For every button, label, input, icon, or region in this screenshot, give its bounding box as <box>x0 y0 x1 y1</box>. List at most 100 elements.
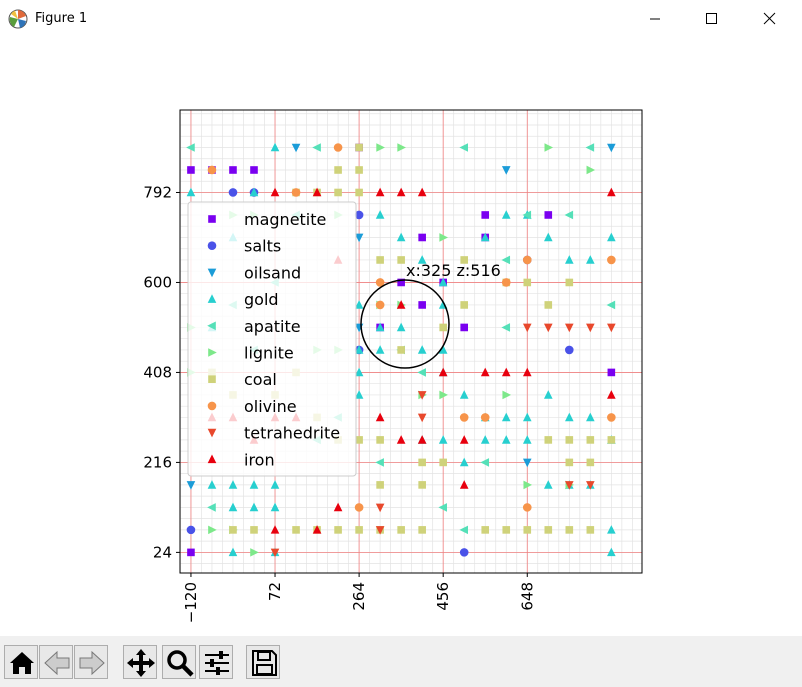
point-oilsand <box>607 143 616 153</box>
point-tetrahedrite <box>586 323 595 333</box>
point-gold <box>228 502 238 512</box>
point-gold <box>354 300 364 309</box>
plot-frame <box>179 109 643 574</box>
point-gold <box>501 210 511 219</box>
point-tetrahedrite <box>586 481 595 490</box>
point-iron <box>459 480 469 489</box>
point-iron <box>417 435 427 444</box>
pan-button[interactable] <box>123 645 157 679</box>
point-apatite <box>585 143 595 152</box>
point-gold <box>565 255 574 264</box>
y-tick-label: 24 <box>153 543 172 561</box>
legend-marker-iron <box>207 454 217 464</box>
home-button[interactable] <box>4 645 38 679</box>
point-gold <box>607 547 616 557</box>
point-gold <box>543 480 553 489</box>
minimize-button[interactable] <box>632 0 678 38</box>
point-gold <box>375 322 385 332</box>
point-coal <box>376 436 384 444</box>
back-button[interactable] <box>39 645 73 679</box>
point-iron <box>438 367 448 377</box>
point-gold <box>522 412 532 422</box>
point-olivine <box>480 413 490 422</box>
point-coal <box>355 188 363 197</box>
y-tick-label: 792 <box>143 183 172 201</box>
point-oilsand <box>522 458 532 468</box>
legend-marker-apatite <box>207 321 216 331</box>
legend-label-salts: salts <box>244 237 281 256</box>
legend-label-magnetite: magnetite <box>244 210 326 229</box>
point-coal <box>565 278 574 287</box>
close-button[interactable] <box>746 0 792 38</box>
x-tick-label: −120 <box>182 582 200 623</box>
point-coal <box>418 481 426 489</box>
point-olivine <box>459 413 469 422</box>
legend-marker-olivine <box>207 401 217 411</box>
point-coal <box>397 526 405 534</box>
point-coal <box>334 526 342 534</box>
point-gold <box>249 480 259 489</box>
point-gold <box>228 480 238 489</box>
maximize-icon <box>706 13 717 24</box>
figure-canvas[interactable]: 24 216 408 600 792 −120 72 264 456 648 magnetite s… <box>0 38 802 636</box>
point-gold <box>522 435 532 444</box>
point-lignite <box>376 143 385 152</box>
point-apatite <box>501 323 511 332</box>
navigation-toolbar <box>0 636 802 687</box>
point-magnetite <box>229 166 237 174</box>
x-tick-label: 72 <box>266 582 284 601</box>
point-iron <box>312 187 322 197</box>
save-button[interactable] <box>246 645 280 679</box>
x-tick-label: 264 <box>350 582 368 611</box>
point-coal <box>250 526 258 534</box>
point-coal <box>544 436 553 444</box>
point-coal <box>544 301 553 309</box>
maximize-button[interactable] <box>688 0 734 38</box>
point-gold <box>354 390 364 399</box>
point-coal <box>418 458 426 467</box>
forward-button[interactable] <box>74 645 108 679</box>
point-iron <box>396 300 406 309</box>
point-lignite <box>208 525 217 535</box>
point-salts <box>354 210 364 220</box>
point-tetrahedrite <box>270 548 280 558</box>
point-lignite <box>544 143 554 152</box>
point-gold <box>438 345 448 354</box>
point-coal <box>439 458 447 467</box>
y-tick-label: 216 <box>143 453 172 471</box>
point-coal <box>586 458 595 467</box>
close-icon <box>763 12 776 25</box>
point-coal <box>355 166 363 174</box>
point-apatite <box>501 255 511 265</box>
point-apatite <box>522 210 532 220</box>
point-gold <box>354 345 364 354</box>
zoom-button[interactable] <box>162 645 196 679</box>
point-tetrahedrite <box>375 526 385 535</box>
point-magnetite <box>460 323 469 332</box>
point-iron <box>396 435 406 444</box>
legend-marker-gold <box>207 294 217 303</box>
point-apatite <box>186 143 195 152</box>
axis-ticks: 24 216 408 600 792 −120 72 264 456 648 <box>143 183 536 623</box>
point-olivine <box>291 188 301 197</box>
point-oilsand <box>291 143 301 153</box>
scatter-chart[interactable]: 24 216 408 600 792 −120 72 264 456 648 magnetite s… <box>0 38 802 636</box>
point-apatite <box>438 503 447 512</box>
legend-marker-salts <box>207 241 217 250</box>
point-gold <box>501 435 511 444</box>
forward-icon <box>79 650 105 676</box>
point-magnetite <box>187 548 195 557</box>
point-olivine <box>354 503 364 512</box>
point-coal <box>544 526 553 534</box>
point-apatite <box>606 300 616 310</box>
point-coal <box>355 436 363 444</box>
legend-label-oilsand: oilsand <box>244 263 301 282</box>
point-apatite <box>564 210 574 220</box>
point-salts <box>459 548 469 557</box>
point-coal <box>334 166 342 174</box>
point-coal <box>586 526 595 534</box>
point-gold <box>186 187 196 197</box>
configure-subplots-button[interactable] <box>199 645 233 679</box>
legend: magnetite salts oilsand gold apatite lignite c… <box>187 201 357 477</box>
point-iron <box>607 187 616 197</box>
